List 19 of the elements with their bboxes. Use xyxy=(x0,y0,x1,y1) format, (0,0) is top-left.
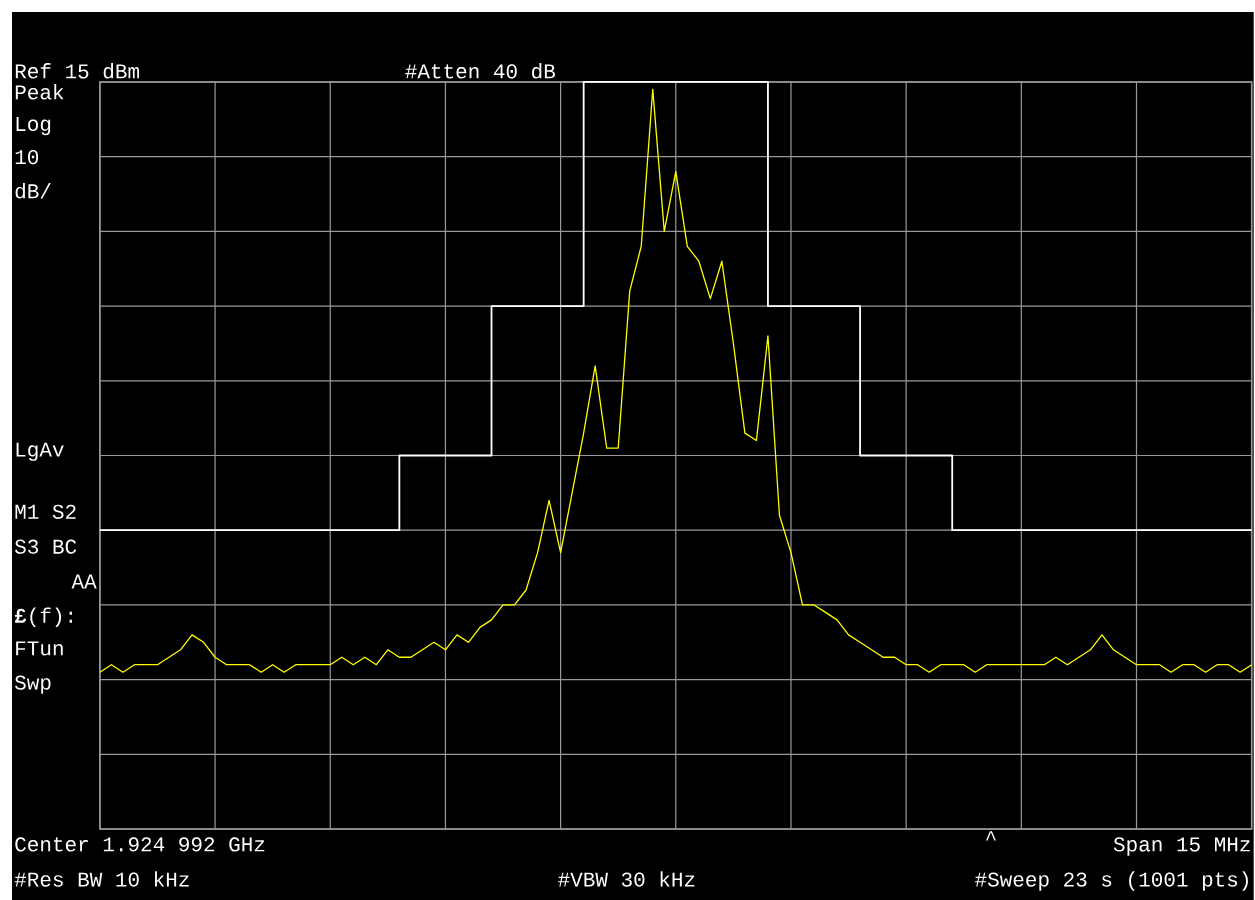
text: #VBW 30 kHz xyxy=(558,871,695,887)
text: Span 15 MHz xyxy=(1113,837,1250,856)
text: FTun xyxy=(16,641,63,656)
text: #Atten 40 dB xyxy=(405,63,556,79)
text: M1 S2 xyxy=(15,504,76,519)
text: Peak xyxy=(15,84,64,100)
text: £(f): xyxy=(14,607,73,628)
text: ^ xyxy=(986,831,996,841)
text: LgAv xyxy=(16,442,64,461)
text: dB/ xyxy=(15,182,51,199)
text: Swp xyxy=(15,675,51,694)
text: AA xyxy=(71,574,97,589)
text: 10 xyxy=(15,150,39,165)
text: Ref 15 dBm xyxy=(15,63,139,79)
text: #Res BW 10 kHz xyxy=(14,871,189,887)
text: Log xyxy=(16,117,51,136)
text: Center 1.924 992 GHz xyxy=(15,837,265,852)
text: S3 BC xyxy=(15,539,77,554)
text: #Sweep 23 s (1001 pts) xyxy=(975,871,1248,891)
